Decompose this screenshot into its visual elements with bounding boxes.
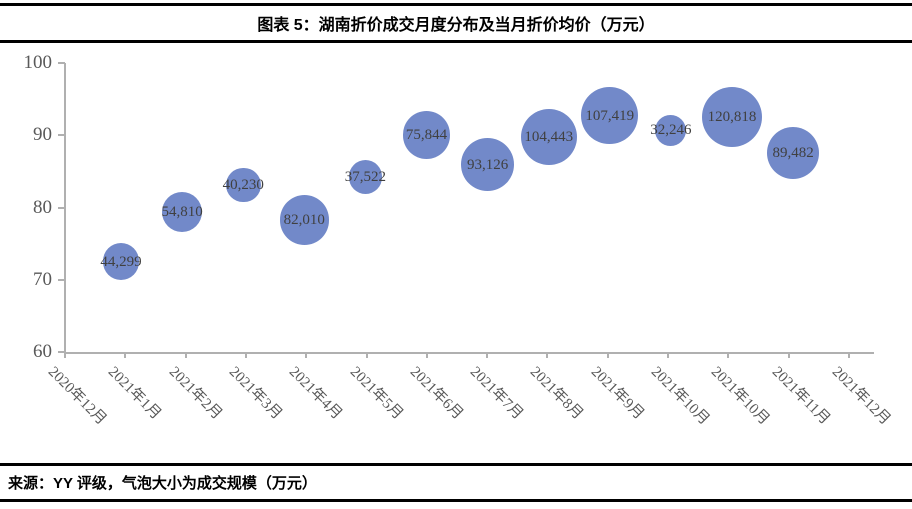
x-tick-label: 2021年5月	[346, 363, 406, 423]
bubble-value-label: 54,810	[161, 203, 203, 220]
y-axis-tick	[58, 62, 65, 64]
x-tick-label: 2021年11月	[768, 363, 833, 428]
bubble	[102, 243, 140, 280]
x-axis-line	[64, 352, 874, 354]
bubble-value-label: 89,482	[772, 145, 814, 162]
y-axis-line	[64, 63, 66, 357]
bubble	[402, 111, 451, 160]
x-axis-tick	[667, 352, 669, 358]
x-axis-tick	[787, 352, 790, 358]
bubble	[161, 191, 203, 233]
bubble	[520, 108, 577, 165]
x-tick-label: 2021年3月	[225, 363, 285, 423]
x-axis-tick	[244, 352, 247, 358]
bubble-value-label: 44,299	[100, 253, 142, 270]
y-axis-tick	[58, 351, 65, 353]
footer-divider-line	[0, 463, 912, 466]
x-axis-tick	[546, 352, 549, 358]
x-axis-tick	[425, 352, 428, 358]
x-axis-tick	[64, 352, 66, 358]
x-axis-tick	[184, 352, 187, 358]
y-axis-tick	[58, 206, 65, 209]
y-axis-tick	[58, 278, 65, 281]
y-tick-label: 60	[33, 341, 52, 362]
bubble-value-label: 93,126	[466, 156, 509, 173]
y-tick-label: 90	[33, 124, 52, 146]
bubble	[461, 138, 514, 192]
title-divider-line	[0, 40, 912, 43]
x-tick-label: 2021年9月	[587, 363, 647, 423]
y-tick-label: 80	[33, 196, 52, 218]
bubble	[581, 87, 639, 145]
bubble-value-label: 107,419	[585, 107, 635, 124]
y-tick-label: 70	[33, 268, 52, 290]
figure-title: 图表 5：湖南折价成交月度分布及当月折价均价（万元）	[257, 17, 655, 34]
bubble	[701, 87, 763, 148]
x-axis-tick	[365, 352, 368, 358]
bottom-border-line	[0, 499, 912, 502]
bubble-value-label: 120,818	[707, 109, 757, 126]
bubble-value-label: 104,443	[524, 128, 574, 145]
bubble	[225, 167, 261, 203]
x-tick-label: 2020年12月	[44, 363, 110, 429]
x-tick-label: 2021年8月	[527, 363, 587, 423]
figure-title-bar: 图表 5：湖南折价成交月度分布及当月折价均价（万元）	[0, 6, 912, 40]
y-axis-tick	[58, 134, 65, 137]
bubble-chart: 100 90 80 70 60 2020年12月 2021年1月 2021年2月 2021年3月…	[0, 46, 912, 456]
x-axis-tick	[606, 352, 609, 358]
x-axis-tick	[305, 352, 308, 358]
bubble-value-label: 37,522	[344, 169, 387, 186]
x-axis-tick	[486, 352, 489, 358]
bubble	[767, 127, 819, 180]
top-border-line	[0, 3, 912, 6]
bubble	[655, 114, 687, 146]
bubble-value-label: 82,010	[283, 211, 325, 228]
x-tick-label: 2021年7月	[466, 363, 527, 423]
y-tick-label: 100	[23, 52, 53, 73]
bubble-value-label: 32,246	[650, 122, 692, 139]
x-axis-tick	[727, 352, 730, 358]
x-tick-label: 2021年12月	[828, 363, 894, 429]
x-tick-label: 2021年10月	[708, 363, 773, 429]
bubble	[279, 195, 330, 245]
x-tick-label: 2021年4月	[286, 363, 346, 423]
bubble	[348, 160, 383, 194]
x-tick-label: 2021年1月	[105, 363, 165, 423]
source-note-bar: 来源：YY 评级，气泡大小为成交规模（万元）	[0, 466, 912, 499]
x-axis-tick	[847, 352, 850, 358]
x-axis-tick	[124, 352, 127, 358]
bubble-value-label: 75,844	[405, 127, 448, 144]
x-tick-label: 2021年10月	[647, 363, 713, 429]
source-note: 来源：YY 评级，气泡大小为成交规模（万元）	[8, 475, 317, 492]
x-tick-label: 2021年6月	[406, 363, 466, 423]
bubble-value-label: 40,230	[222, 177, 264, 194]
x-tick-label: 2021年2月	[165, 363, 225, 423]
